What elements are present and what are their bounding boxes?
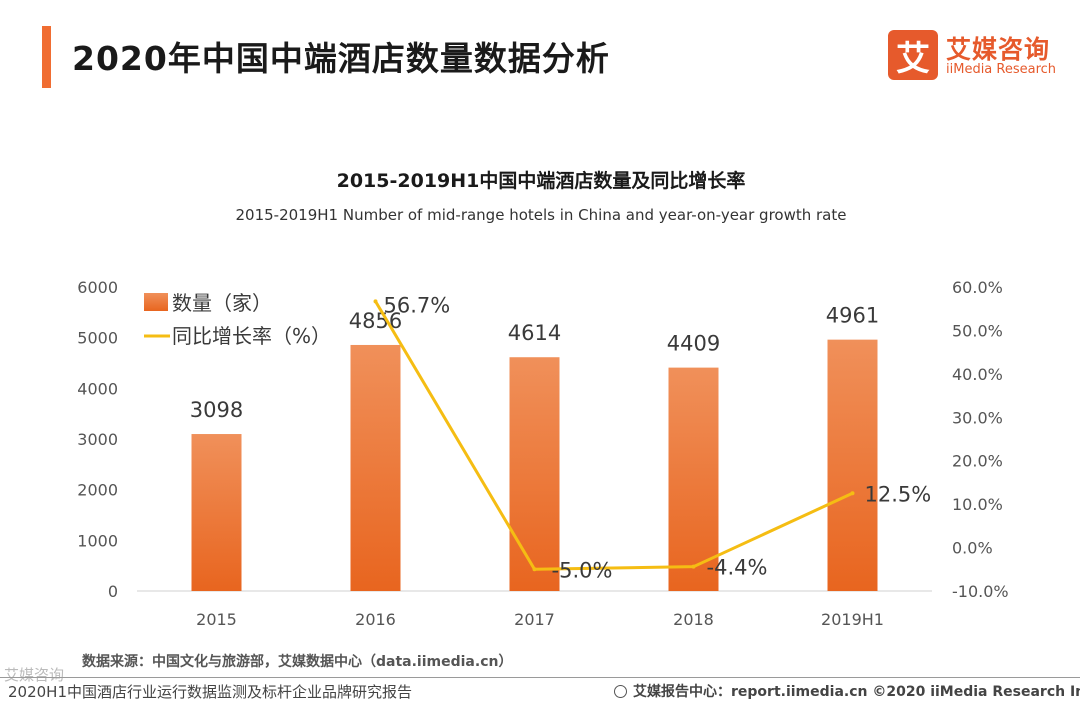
- left-tick-label: 2000: [77, 481, 118, 500]
- iimedia-logo[interactable]: 艾 艾媒咨询 iiMedia Research: [888, 30, 1068, 82]
- category-label: 2019H1: [821, 610, 884, 629]
- left-tick-label: 3000: [77, 430, 118, 449]
- chart-subtitle: 2015-2019H1 Number of mid-range hotels i…: [236, 206, 847, 224]
- bar: [191, 434, 242, 591]
- page-title: 2020年中国中端酒店数量数据分析: [72, 39, 610, 78]
- left-tick-label: 5000: [77, 329, 118, 348]
- growth-line: [374, 300, 854, 571]
- report-center-text: 艾媒报告中心：report.iimedia.cn ©2020 iiMedia R…: [633, 684, 1080, 700]
- bar-value-label: 4614: [508, 321, 561, 345]
- report-name: 2020H1中国酒店行业运行数据监测及标杆企业品牌研究报告: [8, 683, 412, 701]
- category-label: 2015: [196, 610, 237, 629]
- legend-label-bar: 数量（家）: [172, 291, 272, 315]
- right-axis: -10.0% 0.0% 10.0% 20.0% 30.0% 40.0% 50.0% 60.0%: [952, 278, 1009, 601]
- logo-chinese-name: 艾媒咨询: [946, 35, 1051, 64]
- right-tick-label: 50.0%: [952, 321, 1003, 340]
- category-axis: 2015 2016 2017 2018 2019H1: [196, 610, 884, 629]
- growth-point: [373, 299, 378, 304]
- left-tick-label: 0: [108, 582, 118, 601]
- left-axis: 0 1000 2000 3000 4000 5000 6000: [77, 278, 118, 601]
- footer-divider: [0, 677, 1080, 678]
- bar-value-label: 4409: [667, 332, 720, 356]
- bar: [827, 339, 878, 591]
- right-tick-label: 30.0%: [952, 408, 1003, 427]
- growth-value-label: -5.0%: [552, 558, 613, 582]
- right-tick-label: 10.0%: [952, 495, 1003, 514]
- growth-point: [691, 564, 696, 569]
- growth-point: [850, 491, 855, 496]
- growth-value-label: 12.5%: [865, 482, 932, 506]
- right-tick-label: -10.0%: [952, 582, 1009, 601]
- category-label: 2017: [514, 610, 555, 629]
- left-tick-label: 6000: [77, 278, 118, 297]
- bar: [350, 344, 401, 591]
- growth-value-label: -4.4%: [707, 556, 768, 580]
- title-accent-bar: [42, 26, 51, 88]
- right-tick-label: 40.0%: [952, 365, 1003, 384]
- watermark: 艾媒咨询: [4, 666, 65, 684]
- category-label: 2016: [355, 610, 396, 629]
- globe-icon: [614, 685, 627, 698]
- right-tick-label: 60.0%: [952, 278, 1003, 297]
- category-label: 2018: [673, 610, 714, 629]
- chart: 2015-2019H1中国中端酒店数量及同比增长率 2015-2019H1 Nu…: [77, 169, 1009, 629]
- chart-title: 2015-2019H1中国中端酒店数量及同比增长率: [337, 169, 746, 192]
- bar: [668, 367, 719, 591]
- bar: [509, 357, 560, 591]
- report-center[interactable]: 艾媒报告中心：report.iimedia.cn ©2020 iiMedia R…: [614, 681, 1080, 701]
- line-series: 56.7% -5.0% -4.4% 12.5%: [373, 293, 932, 582]
- legend: 数量（家） 同比增长率（%）: [144, 291, 331, 348]
- logo-mark: 艾: [888, 30, 938, 80]
- bar-value-label: 4961: [826, 304, 879, 328]
- legend-label-line: 同比增长率（%）: [172, 324, 331, 348]
- growth-value-label: 56.7%: [384, 293, 451, 317]
- right-tick-label: 20.0%: [952, 452, 1003, 471]
- right-tick-label: 0.0%: [952, 539, 993, 558]
- legend-swatch-bar: [144, 293, 168, 311]
- logo-english-name: iiMedia Research: [946, 62, 1057, 77]
- left-tick-label: 4000: [77, 379, 118, 398]
- data-source: 数据来源：中国文化与旅游部，艾媒数据中心（data.iimedia.cn）: [82, 654, 513, 670]
- bar-value-label: 3098: [190, 398, 243, 422]
- growth-point: [532, 567, 537, 572]
- left-tick-label: 1000: [77, 531, 118, 550]
